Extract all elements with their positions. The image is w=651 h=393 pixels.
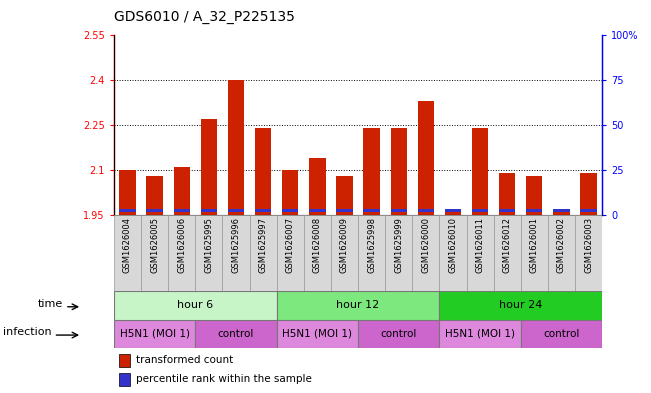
Bar xyxy=(228,209,244,213)
Text: GSM1625995: GSM1625995 xyxy=(204,217,214,273)
Text: GSM1626008: GSM1626008 xyxy=(313,217,322,273)
Bar xyxy=(385,215,412,291)
Bar xyxy=(118,373,130,386)
Text: H5N1 (MOI 1): H5N1 (MOI 1) xyxy=(283,329,352,339)
Text: GSM1626009: GSM1626009 xyxy=(340,217,349,273)
Bar xyxy=(114,320,195,348)
Bar xyxy=(119,170,135,215)
Bar xyxy=(282,170,298,215)
Bar xyxy=(118,354,130,367)
Bar xyxy=(255,128,271,215)
Bar xyxy=(553,209,570,215)
Bar xyxy=(493,215,521,291)
Bar xyxy=(277,215,304,291)
Bar xyxy=(331,215,358,291)
Text: hour 24: hour 24 xyxy=(499,300,542,310)
Bar xyxy=(439,291,602,320)
Bar xyxy=(412,215,439,291)
Text: GSM1626006: GSM1626006 xyxy=(177,217,186,273)
Text: GSM1625996: GSM1625996 xyxy=(232,217,240,273)
Text: GSM1626007: GSM1626007 xyxy=(286,217,295,273)
Bar xyxy=(445,209,461,213)
Text: GSM1626001: GSM1626001 xyxy=(530,217,539,273)
Bar xyxy=(548,215,575,291)
Text: hour 6: hour 6 xyxy=(177,300,214,310)
Bar xyxy=(521,215,548,291)
Bar xyxy=(282,209,298,213)
Text: GSM1626003: GSM1626003 xyxy=(584,217,593,273)
Bar xyxy=(195,215,223,291)
Bar xyxy=(472,128,488,215)
Text: time: time xyxy=(37,299,62,309)
Text: control: control xyxy=(544,329,579,339)
Bar xyxy=(337,209,353,213)
Bar xyxy=(223,215,249,291)
Bar xyxy=(526,209,542,213)
Bar xyxy=(195,320,277,348)
Text: GSM1626004: GSM1626004 xyxy=(123,217,132,273)
Bar xyxy=(146,176,163,215)
Bar xyxy=(526,176,542,215)
Bar xyxy=(114,215,141,291)
Bar xyxy=(277,320,358,348)
Bar xyxy=(174,167,190,215)
Bar xyxy=(277,291,439,320)
Text: GSM1626005: GSM1626005 xyxy=(150,217,159,273)
Bar xyxy=(309,209,326,213)
Text: GSM1626011: GSM1626011 xyxy=(476,217,484,273)
Text: infection: infection xyxy=(3,327,51,337)
Bar xyxy=(168,215,195,291)
Bar xyxy=(228,80,244,215)
Bar xyxy=(141,215,168,291)
Bar xyxy=(499,173,516,215)
Bar xyxy=(418,101,434,215)
Bar xyxy=(119,209,135,213)
Bar xyxy=(391,128,407,215)
Bar xyxy=(581,173,597,215)
Text: GSM1626010: GSM1626010 xyxy=(449,217,458,273)
Bar xyxy=(439,320,521,348)
Text: H5N1 (MOI 1): H5N1 (MOI 1) xyxy=(120,329,189,339)
Bar xyxy=(146,209,163,213)
Bar xyxy=(553,209,570,213)
Bar xyxy=(304,215,331,291)
Text: control: control xyxy=(381,329,417,339)
Bar xyxy=(337,176,353,215)
Bar xyxy=(467,215,493,291)
Bar xyxy=(249,215,277,291)
Bar xyxy=(472,209,488,213)
Bar xyxy=(255,209,271,213)
Bar xyxy=(363,209,380,213)
Text: GSM1625999: GSM1625999 xyxy=(395,217,403,273)
Text: H5N1 (MOI 1): H5N1 (MOI 1) xyxy=(445,329,515,339)
Bar xyxy=(358,320,439,348)
Bar xyxy=(309,158,326,215)
Bar xyxy=(521,320,602,348)
Bar xyxy=(391,209,407,213)
Bar xyxy=(499,209,516,213)
Bar xyxy=(174,209,190,213)
Text: GSM1626012: GSM1626012 xyxy=(503,217,512,273)
Bar xyxy=(114,291,277,320)
Bar xyxy=(439,215,467,291)
Bar xyxy=(418,209,434,213)
Text: GDS6010 / A_32_P225135: GDS6010 / A_32_P225135 xyxy=(114,10,295,24)
Bar xyxy=(201,119,217,215)
Text: GSM1626002: GSM1626002 xyxy=(557,217,566,273)
Text: hour 12: hour 12 xyxy=(337,300,380,310)
Bar xyxy=(201,209,217,213)
Text: GSM1625997: GSM1625997 xyxy=(258,217,268,273)
Bar xyxy=(363,128,380,215)
Text: percentile rank within the sample: percentile rank within the sample xyxy=(136,375,312,384)
Text: control: control xyxy=(218,329,254,339)
Text: GSM1625998: GSM1625998 xyxy=(367,217,376,273)
Bar xyxy=(575,215,602,291)
Text: GSM1626000: GSM1626000 xyxy=(421,217,430,273)
Bar xyxy=(581,209,597,213)
Text: transformed count: transformed count xyxy=(136,356,233,365)
Bar xyxy=(358,215,385,291)
Bar xyxy=(445,209,461,215)
